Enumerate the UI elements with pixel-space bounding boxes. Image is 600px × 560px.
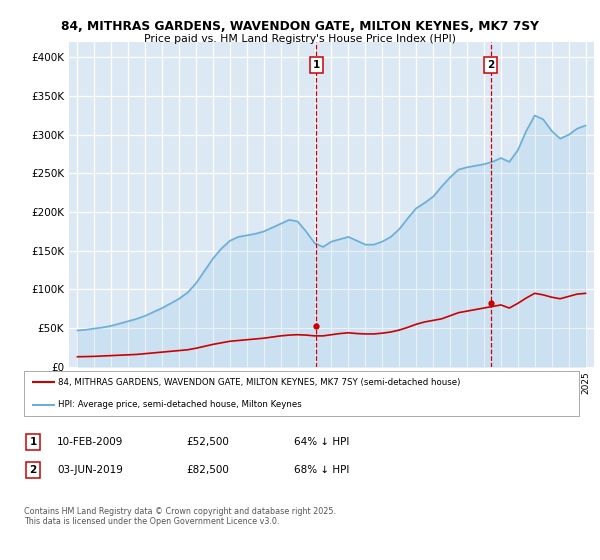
Text: £82,500: £82,500 — [186, 465, 229, 475]
Text: 84, MITHRAS GARDENS, WAVENDON GATE, MILTON KEYNES, MK7 7SY: 84, MITHRAS GARDENS, WAVENDON GATE, MILT… — [61, 20, 539, 32]
Text: Price paid vs. HM Land Registry's House Price Index (HPI): Price paid vs. HM Land Registry's House … — [144, 34, 456, 44]
Text: 64% ↓ HPI: 64% ↓ HPI — [294, 437, 349, 447]
Text: 1: 1 — [313, 60, 320, 70]
Text: 03-JUN-2019: 03-JUN-2019 — [57, 465, 123, 475]
Text: 68% ↓ HPI: 68% ↓ HPI — [294, 465, 349, 475]
Text: 2: 2 — [29, 465, 37, 475]
Text: HPI: Average price, semi-detached house, Milton Keynes: HPI: Average price, semi-detached house,… — [58, 400, 302, 409]
Text: 10-FEB-2009: 10-FEB-2009 — [57, 437, 124, 447]
Text: Contains HM Land Registry data © Crown copyright and database right 2025.
This d: Contains HM Land Registry data © Crown c… — [24, 507, 336, 526]
Text: £52,500: £52,500 — [186, 437, 229, 447]
Text: 1: 1 — [29, 437, 37, 447]
Text: 2: 2 — [487, 60, 494, 70]
Text: 84, MITHRAS GARDENS, WAVENDON GATE, MILTON KEYNES, MK7 7SY (semi-detached house): 84, MITHRAS GARDENS, WAVENDON GATE, MILT… — [58, 378, 461, 387]
FancyBboxPatch shape — [24, 371, 579, 416]
